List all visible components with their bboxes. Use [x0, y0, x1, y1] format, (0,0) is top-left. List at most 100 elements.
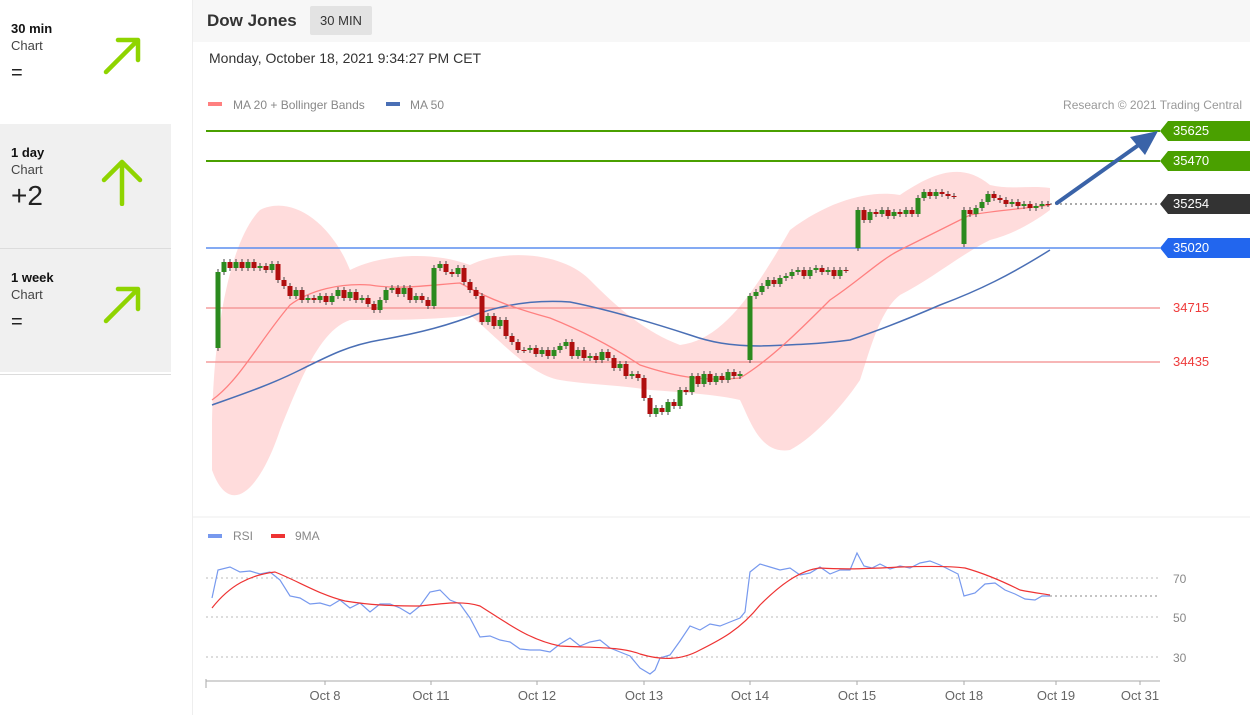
level-label: 35254 — [1173, 196, 1209, 211]
candle — [1039, 204, 1045, 206]
candle — [933, 192, 939, 196]
candle — [299, 290, 305, 300]
candle — [1033, 206, 1039, 208]
candle — [891, 212, 897, 216]
candle — [617, 364, 623, 368]
level-label: 35020 — [1173, 240, 1209, 255]
candle — [341, 290, 347, 298]
candle — [695, 376, 701, 384]
candle — [807, 270, 813, 276]
candle — [759, 286, 765, 292]
candle — [287, 286, 293, 296]
level-label: 35470 — [1173, 153, 1209, 168]
legend-swatch-ma50 — [386, 102, 400, 106]
candle — [323, 296, 329, 302]
candle — [979, 202, 985, 208]
candle — [575, 350, 581, 356]
candle — [605, 352, 611, 358]
candle — [737, 374, 743, 376]
legend-swatch-rsi-ma — [271, 534, 285, 538]
candle — [819, 268, 825, 272]
x-tick-label: Oct 14 — [731, 688, 769, 703]
arrow-up-icon — [101, 159, 143, 206]
candle — [473, 290, 479, 296]
legend-ma20: MA 20 + Bollinger Bands — [233, 98, 365, 112]
candle — [915, 198, 921, 214]
candle — [867, 212, 873, 220]
candle — [1009, 202, 1015, 204]
candle — [1045, 204, 1051, 205]
candle — [765, 280, 771, 286]
candle — [221, 262, 227, 272]
candle — [973, 208, 979, 214]
candle — [479, 296, 485, 322]
candle — [269, 264, 275, 270]
timeframe-label: 1 week — [11, 270, 54, 285]
candle — [635, 374, 641, 378]
x-tick-label: Oct 12 — [518, 688, 556, 703]
candle — [413, 296, 419, 300]
timeframe-30min[interactable]: 30 min Chart = — [0, 0, 171, 124]
candle — [335, 290, 341, 296]
candle — [521, 350, 527, 351]
candle — [533, 348, 539, 354]
x-axis-ticks: Oct 8 Oct 11 Oct 12 Oct 13 Oct 14 Oct 15 Oct 1… — [205, 679, 1159, 703]
x-tick-label: Oct 19 — [1037, 688, 1075, 703]
rsi-line — [211, 551, 1050, 675]
candle — [329, 296, 335, 302]
candle — [611, 358, 617, 368]
candle — [509, 336, 515, 342]
x-tick-label: Oct 13 — [625, 688, 663, 703]
candle — [789, 272, 795, 276]
candle — [593, 356, 599, 360]
candle — [515, 342, 521, 350]
candle — [961, 210, 967, 244]
candle — [581, 350, 587, 358]
candle — [563, 342, 569, 346]
candle — [879, 210, 885, 214]
candle — [551, 350, 557, 356]
candle — [647, 398, 653, 414]
candle — [467, 282, 473, 290]
level-tag-35470: 35470 — [1160, 151, 1250, 171]
candle — [305, 298, 311, 300]
candle — [557, 346, 563, 350]
candle — [503, 320, 509, 336]
candle — [407, 288, 413, 300]
candle — [347, 292, 353, 298]
ma50-line — [211, 249, 1051, 406]
x-tick-label: Oct 8 — [309, 688, 340, 703]
candle — [713, 376, 719, 382]
x-tick-label: Oct 15 — [838, 688, 876, 703]
candle — [359, 298, 365, 300]
candle — [653, 408, 659, 414]
level-tag-35625: 35625 — [1160, 121, 1250, 141]
candle — [383, 290, 389, 300]
timeframe-score: = — [11, 311, 23, 333]
candle — [395, 288, 401, 294]
candle — [443, 264, 449, 272]
ma20-line — [211, 204, 1051, 401]
candle — [485, 316, 491, 322]
copyright: Research © 2021 Trading Central — [1063, 98, 1242, 112]
timeframe-score: +2 — [11, 180, 43, 211]
candle — [431, 268, 437, 306]
timeframe-score: = — [11, 62, 23, 84]
candle — [945, 194, 951, 196]
candle — [263, 266, 269, 270]
level-tag-current: 35254 — [1160, 194, 1250, 214]
candle — [683, 390, 689, 392]
timeframe-1day[interactable]: 1 day Chart +2 — [0, 124, 171, 248]
candle — [795, 270, 801, 272]
candle — [251, 262, 257, 268]
candle — [461, 268, 467, 282]
candle — [389, 288, 395, 290]
timeframe-sub: Chart — [11, 162, 43, 177]
timeframe-1week[interactable]: 1 week Chart = — [0, 248, 171, 372]
interval-badge[interactable]: 30 MIN — [310, 6, 372, 35]
candle — [1015, 202, 1021, 206]
candle — [777, 278, 783, 284]
chart-header: Dow Jones 30 MIN — [193, 0, 1250, 42]
divider — [0, 374, 171, 375]
